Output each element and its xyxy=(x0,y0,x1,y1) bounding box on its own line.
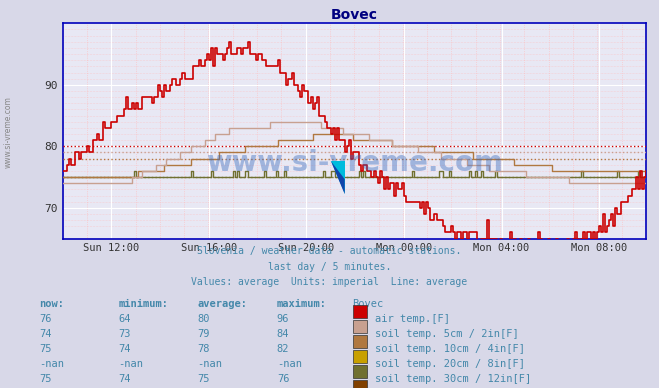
Text: Values: average  Units: imperial  Line: average: Values: average Units: imperial Line: av… xyxy=(191,277,468,287)
Text: -nan: -nan xyxy=(40,359,65,369)
Text: -nan: -nan xyxy=(277,359,302,369)
Text: 64: 64 xyxy=(119,314,131,324)
Text: www.si-vreme.com: www.si-vreme.com xyxy=(3,96,13,168)
Text: 84: 84 xyxy=(277,329,289,339)
Text: maximum:: maximum: xyxy=(277,299,327,309)
Text: 74: 74 xyxy=(119,344,131,354)
Text: 96: 96 xyxy=(277,314,289,324)
Text: air temp.[F]: air temp.[F] xyxy=(375,314,450,324)
Text: 75: 75 xyxy=(40,374,52,384)
Text: last day / 5 minutes.: last day / 5 minutes. xyxy=(268,262,391,272)
Text: soil temp. 30cm / 12in[F]: soil temp. 30cm / 12in[F] xyxy=(375,374,531,384)
Text: minimum:: minimum: xyxy=(119,299,169,309)
Text: average:: average: xyxy=(198,299,248,309)
Text: Slovenia / weather data - automatic stations.: Slovenia / weather data - automatic stat… xyxy=(197,246,462,256)
Text: Bovec: Bovec xyxy=(353,299,384,309)
Polygon shape xyxy=(331,161,345,194)
Text: 82: 82 xyxy=(277,344,289,354)
Bar xyxy=(353,350,367,363)
Text: -nan: -nan xyxy=(119,359,144,369)
Text: 73: 73 xyxy=(119,329,131,339)
Text: 74: 74 xyxy=(40,329,52,339)
Text: 75: 75 xyxy=(198,374,210,384)
Bar xyxy=(353,305,367,318)
Bar xyxy=(353,380,367,388)
Text: 76: 76 xyxy=(40,314,52,324)
Bar xyxy=(353,335,367,348)
Text: soil temp. 5cm / 2in[F]: soil temp. 5cm / 2in[F] xyxy=(375,329,519,339)
Text: 80: 80 xyxy=(198,314,210,324)
Bar xyxy=(353,320,367,333)
Bar xyxy=(353,365,367,378)
Text: soil temp. 10cm / 4in[F]: soil temp. 10cm / 4in[F] xyxy=(375,344,525,354)
Title: Bovec: Bovec xyxy=(331,8,378,22)
Text: now:: now: xyxy=(40,299,65,309)
Text: soil temp. 20cm / 8in[F]: soil temp. 20cm / 8in[F] xyxy=(375,359,525,369)
Text: 78: 78 xyxy=(198,344,210,354)
Text: 75: 75 xyxy=(40,344,52,354)
Text: 76: 76 xyxy=(277,374,289,384)
Text: www.si-vreme.com: www.si-vreme.com xyxy=(206,149,503,177)
Polygon shape xyxy=(331,161,345,194)
Text: 74: 74 xyxy=(119,374,131,384)
Text: -nan: -nan xyxy=(198,359,223,369)
Text: 79: 79 xyxy=(198,329,210,339)
